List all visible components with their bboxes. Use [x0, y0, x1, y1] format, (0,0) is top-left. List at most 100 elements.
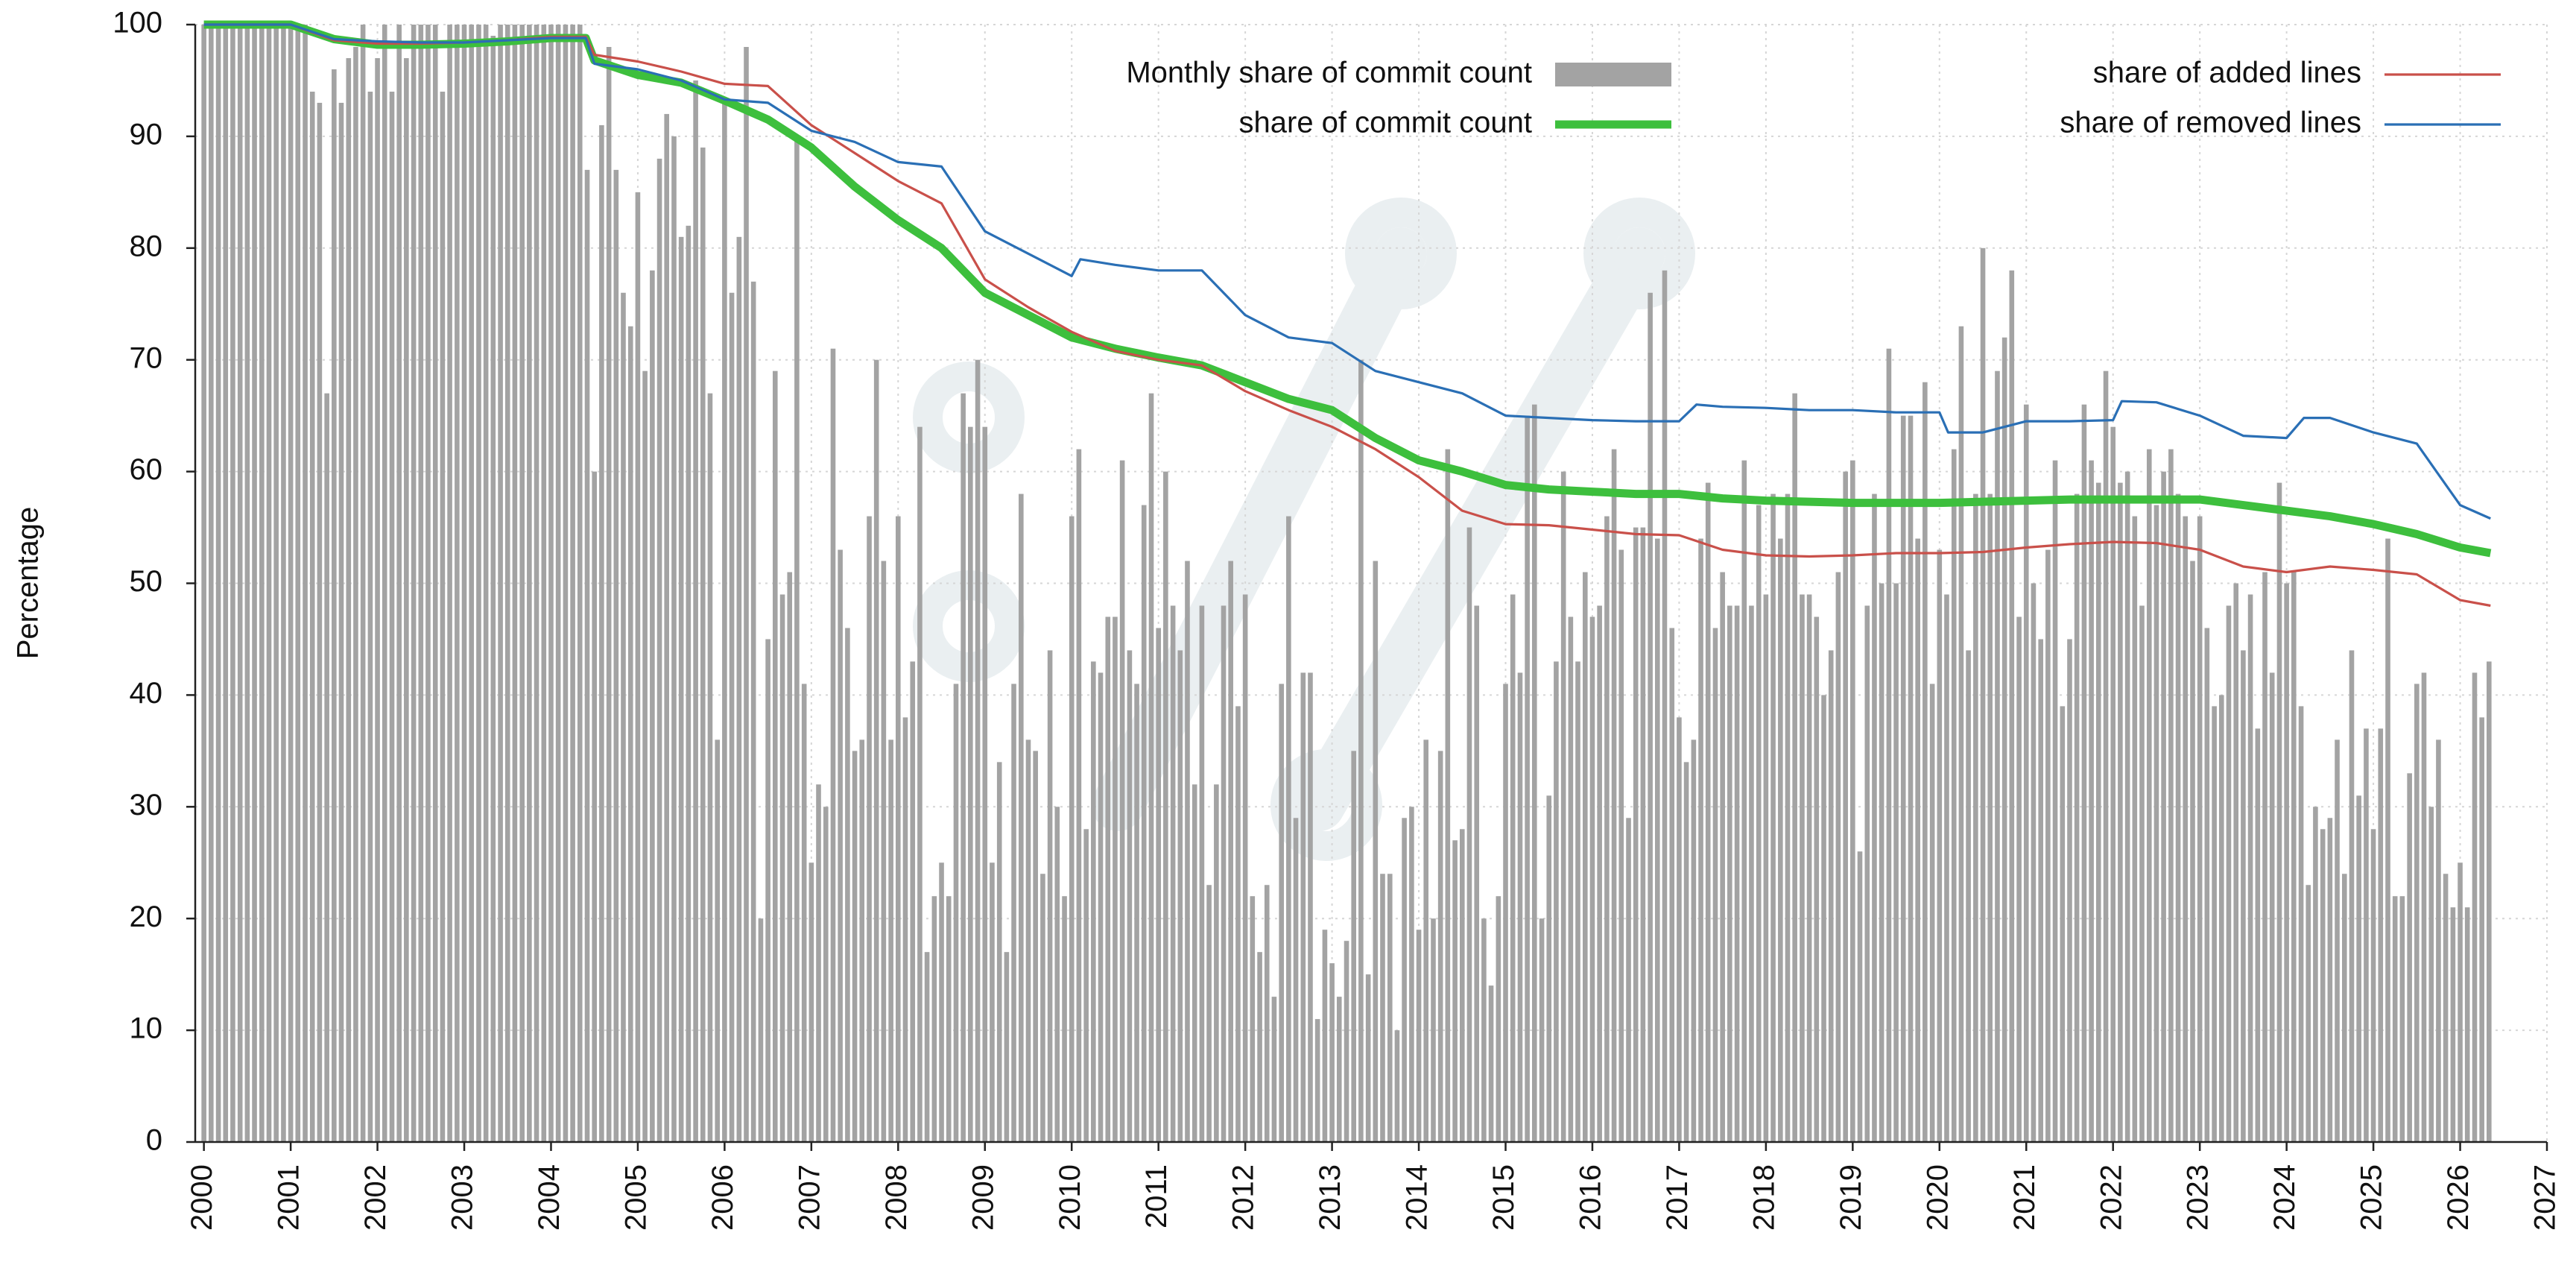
x-tick-label: 2018 [1747, 1164, 1780, 1231]
bar [2422, 672, 2427, 1142]
bar [505, 25, 510, 1142]
bar [1633, 528, 1639, 1142]
bar [2385, 539, 2390, 1142]
y-tick-label: 30 [130, 789, 163, 821]
y-tick-label: 20 [130, 900, 163, 933]
bar [1706, 483, 1711, 1142]
x-tick-label: 2023 [2182, 1164, 2215, 1231]
bar [1778, 539, 1783, 1142]
bar [2451, 907, 2456, 1142]
bar [910, 661, 915, 1142]
bar [1843, 472, 1848, 1142]
bar [2428, 807, 2434, 1142]
x-tick-label: 2002 [359, 1164, 392, 1231]
bar [1720, 572, 1725, 1142]
legend-label: share of added lines [2093, 57, 2361, 89]
bar [2219, 695, 2224, 1142]
x-tick-label: 2010 [1054, 1164, 1086, 1231]
bar [737, 237, 742, 1142]
bar [2443, 874, 2449, 1142]
bar [1792, 394, 1797, 1142]
bar [2133, 517, 2138, 1142]
bar [1966, 650, 1971, 1142]
bar [1741, 461, 1747, 1142]
x-tick-label: 2027 [2529, 1164, 2562, 1231]
bar [1200, 605, 1205, 1142]
bar [1930, 684, 1935, 1142]
bar [1142, 505, 1147, 1142]
bar [903, 717, 908, 1142]
bar [990, 862, 995, 1142]
bar [1821, 695, 1826, 1142]
bar [1460, 829, 1465, 1142]
bar [1214, 784, 1219, 1142]
x-tick-label: 2000 [186, 1164, 218, 1231]
chart: Percentage 01020304050607080901002000200… [0, 0, 2576, 1265]
bar [1597, 605, 1602, 1142]
bar [1915, 539, 1920, 1142]
bar [1308, 672, 1313, 1142]
bar [310, 92, 315, 1142]
bar [1987, 494, 1993, 1142]
bar [2407, 773, 2412, 1142]
bar [2176, 494, 2181, 1142]
bar [686, 226, 692, 1142]
bar [636, 192, 641, 1142]
bar [267, 25, 272, 1142]
bar [1554, 661, 1559, 1142]
bar [440, 92, 446, 1142]
bar [1149, 394, 1154, 1142]
bar [1091, 661, 1096, 1142]
y-tick-label: 70 [130, 341, 163, 374]
bar [542, 25, 547, 1142]
bar [968, 427, 973, 1142]
bar [1417, 930, 1422, 1142]
bar [954, 684, 959, 1142]
bar [1995, 371, 2000, 1142]
bar [1612, 449, 1617, 1142]
bar [671, 136, 677, 1142]
bar [2342, 874, 2347, 1142]
bar [1019, 494, 1024, 1142]
y-tick-label: 90 [130, 118, 163, 151]
bar [1395, 1030, 1400, 1142]
bar [556, 25, 561, 1142]
bar [2104, 371, 2109, 1142]
bar [1727, 605, 1732, 1142]
x-tick-label: 2019 [1835, 1164, 1867, 1231]
x-tick-label: 2017 [1661, 1164, 1694, 1231]
bar [390, 92, 395, 1142]
bar [2205, 628, 2210, 1142]
bar [1329, 963, 1335, 1142]
bar [1004, 952, 1010, 1142]
y-tick-label: 50 [130, 565, 163, 598]
x-tick-label: 2011 [1140, 1164, 1173, 1228]
x-tick-label: 2016 [1575, 1164, 1607, 1231]
bar [2147, 449, 2152, 1142]
x-tick-label: 2021 [2008, 1164, 2041, 1231]
bar [317, 103, 323, 1142]
bar [1206, 885, 1212, 1142]
bar [1879, 584, 1884, 1143]
bar [1698, 539, 1703, 1142]
bar [332, 69, 337, 1142]
bar [513, 25, 518, 1142]
bar [1134, 684, 1139, 1142]
bar [1265, 885, 1270, 1142]
bar [925, 952, 930, 1142]
bar [607, 47, 612, 1142]
bar [874, 360, 879, 1142]
bar [1770, 494, 1776, 1142]
bar [1235, 706, 1241, 1142]
bar [476, 25, 481, 1142]
bar [396, 25, 402, 1142]
bar [765, 639, 770, 1142]
bar [2154, 505, 2159, 1142]
bar [975, 360, 981, 1142]
bar [1944, 594, 1949, 1142]
bar [303, 25, 308, 1142]
bar [2284, 584, 2289, 1143]
bar [2241, 650, 2246, 1142]
bar [259, 25, 265, 1142]
bar [2356, 795, 2361, 1142]
